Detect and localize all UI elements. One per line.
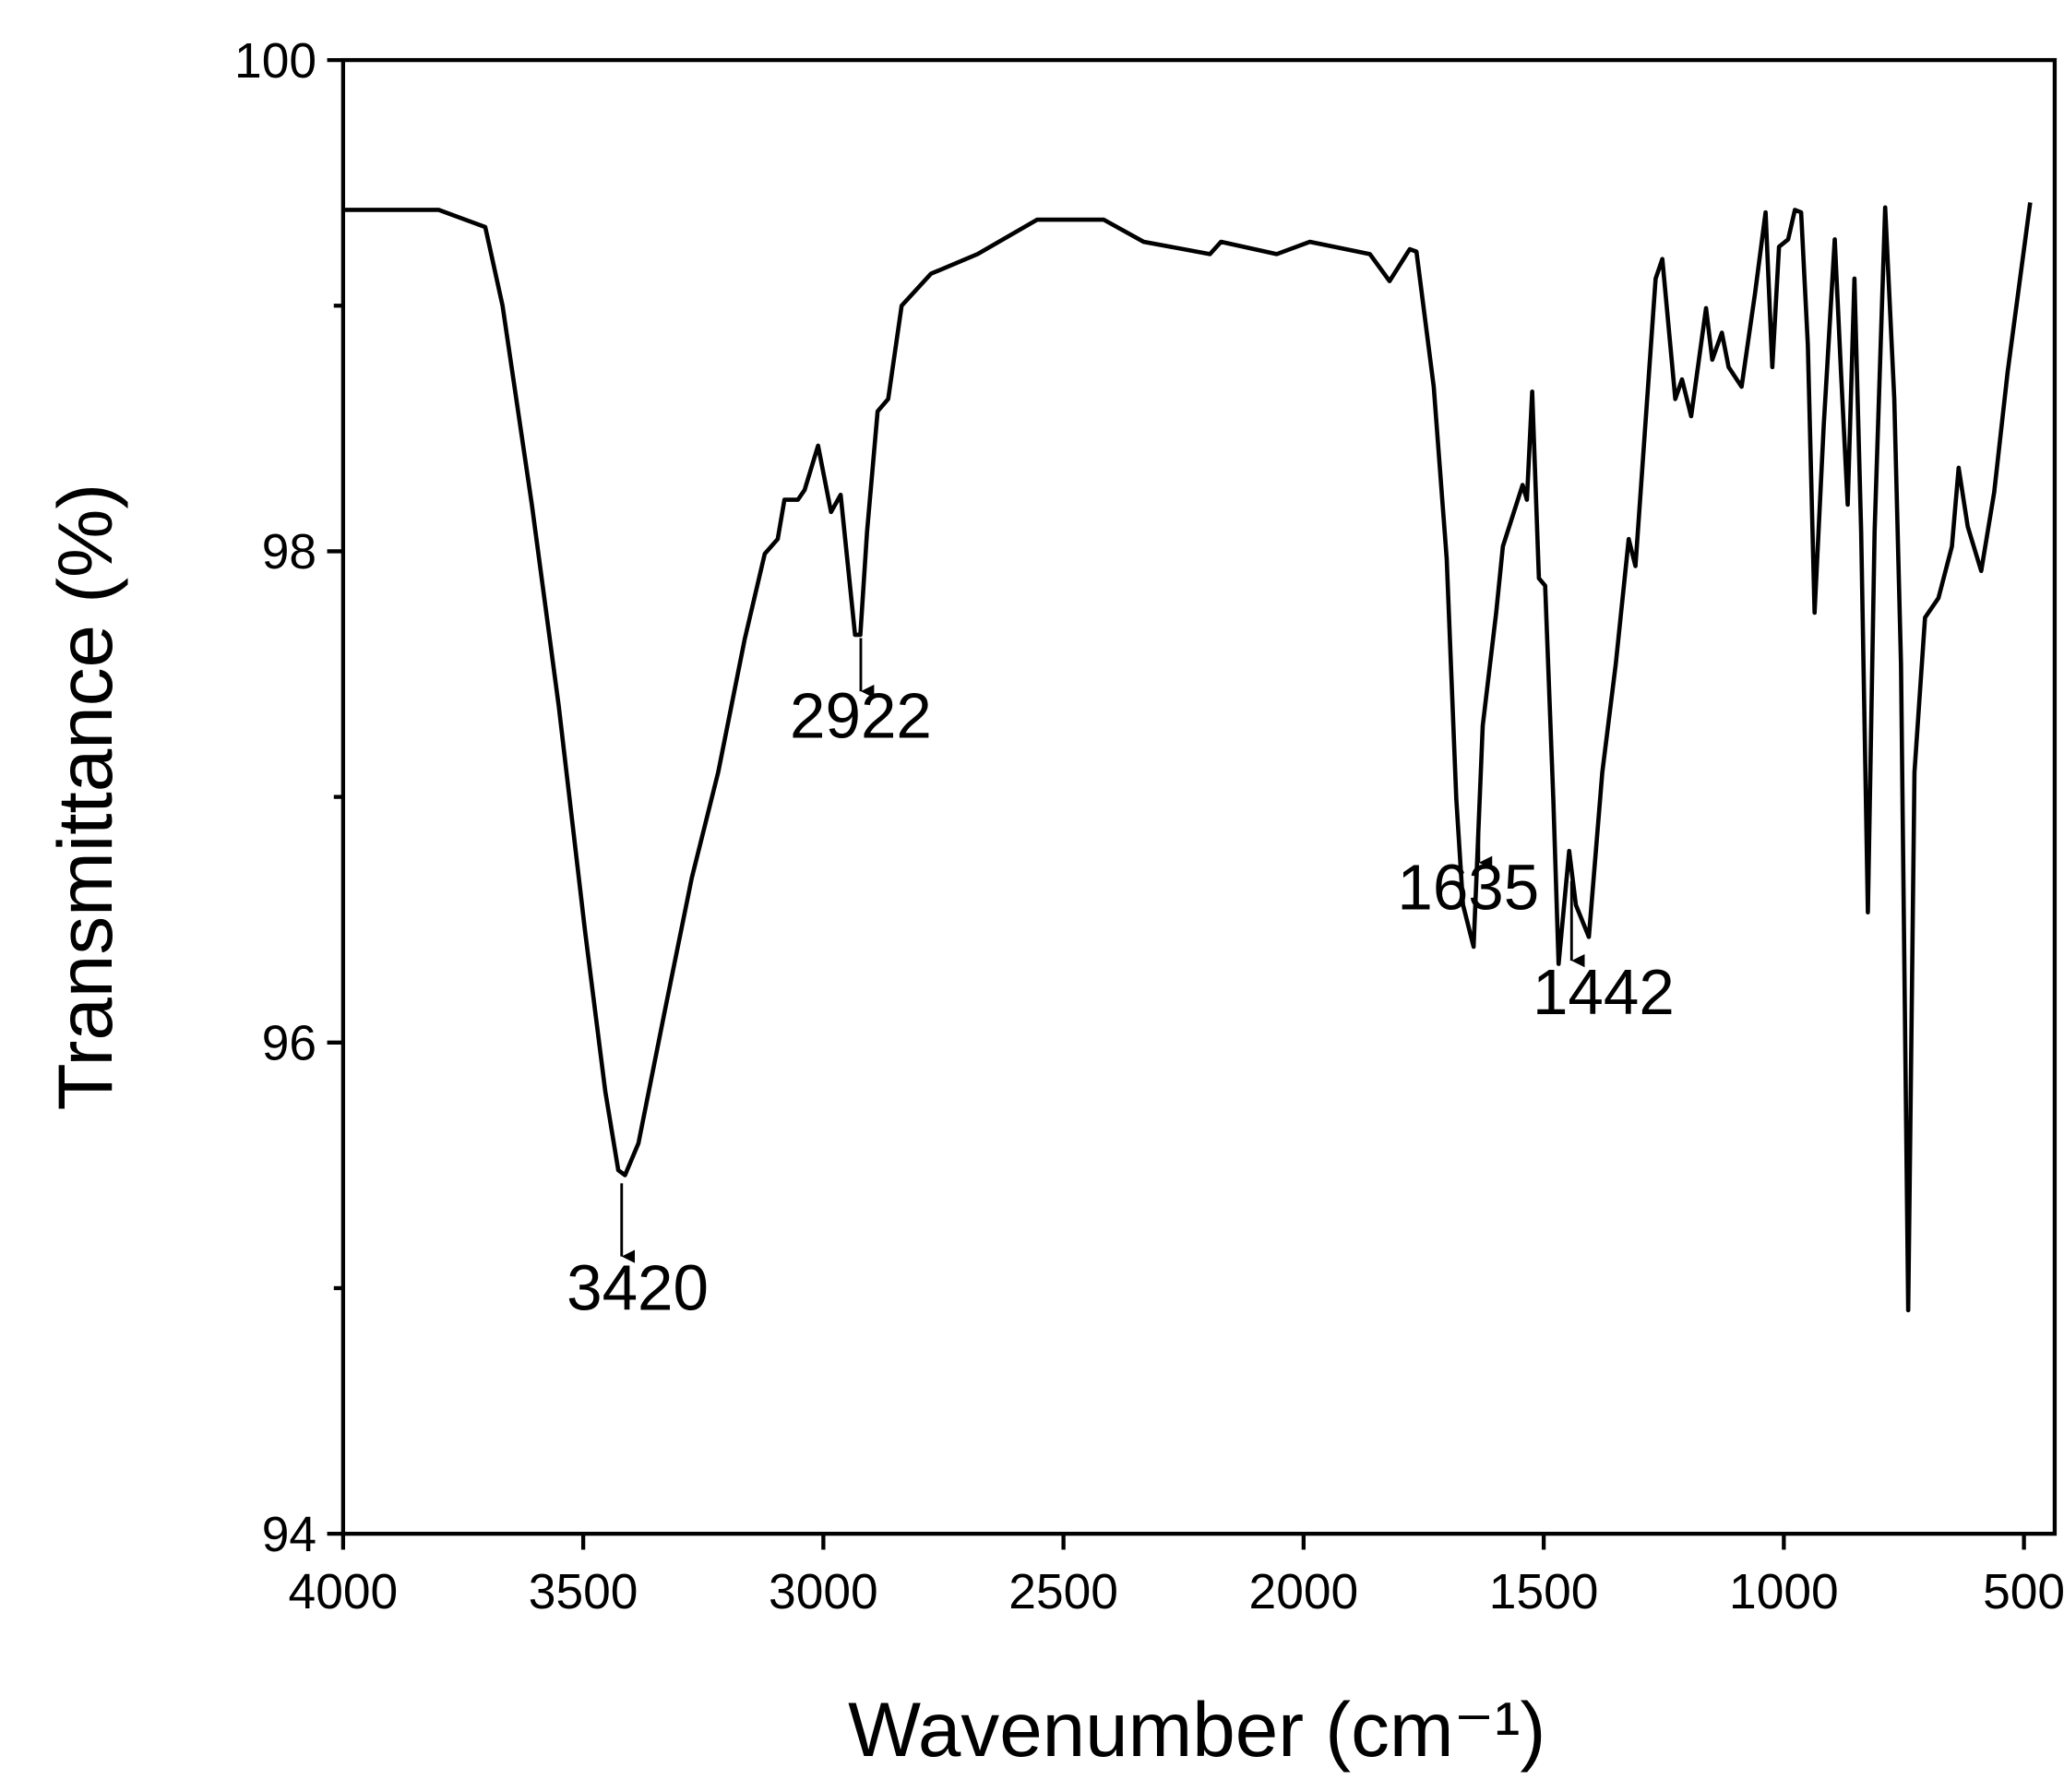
x-tick-label: 500 [1983, 1565, 2064, 1619]
x-tick-label: 3500 [529, 1565, 638, 1619]
annotation-label: 2922 [790, 680, 932, 752]
x-tick-label: 1500 [1489, 1565, 1599, 1619]
x-tick-label: 2500 [1008, 1565, 1118, 1619]
y-tick-label: 98 [262, 525, 316, 579]
x-tick-label: 4000 [289, 1565, 399, 1619]
annotation-label: 3420 [567, 1251, 709, 1323]
annotation-label: 1635 [1397, 851, 1539, 923]
y-axis-label: Transmittance (%) [42, 484, 128, 1111]
y-tick-label: 96 [262, 1017, 316, 1071]
spectrum-line [342, 202, 2033, 1313]
annotation-label: 1442 [1533, 956, 1675, 1028]
x-tick-label: 3000 [769, 1565, 878, 1619]
y-tick-label: 100 [234, 34, 316, 89]
x-tick-label: 1000 [1729, 1565, 1839, 1619]
x-axis-label: Wavenumber (cm⁻¹) [848, 1686, 1545, 1773]
y-tick-label: 94 [262, 1508, 316, 1562]
x-tick-label: 2000 [1249, 1565, 1359, 1619]
